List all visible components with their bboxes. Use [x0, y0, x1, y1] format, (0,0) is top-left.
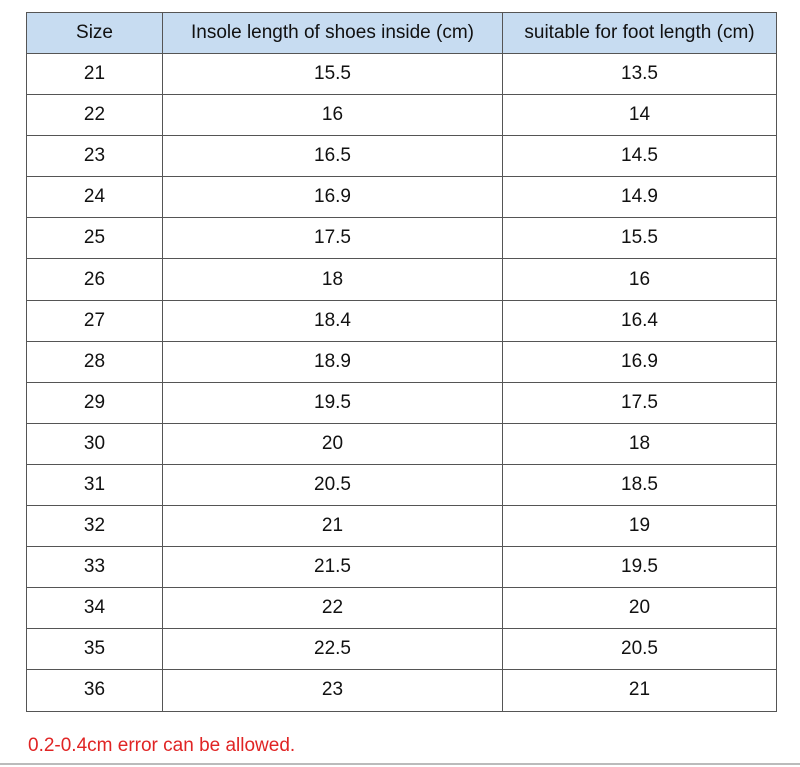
cell-insole-length: 21	[162, 505, 503, 548]
cell-insole-length: 23	[162, 669, 503, 712]
cell-size: 32	[26, 505, 163, 548]
header-size: Size	[26, 12, 163, 54]
cell-size: 27	[26, 299, 163, 342]
cell-size: 35	[26, 628, 163, 671]
cell-foot-length: 20.5	[502, 628, 777, 671]
cell-size: 22	[26, 94, 163, 137]
cell-insole-length: 18.4	[162, 299, 503, 342]
table-row: 23 16.5 14.5	[26, 135, 777, 178]
cell-size: 30	[26, 422, 163, 465]
table-row: 35 22.5 20.5	[26, 628, 777, 671]
table-row: 31 20.5 18.5	[26, 463, 777, 507]
cell-size: 36	[26, 669, 163, 712]
cell-size: 23	[26, 135, 163, 178]
table-row: 33 21.5 19.5	[26, 546, 777, 589]
cell-size: 34	[26, 587, 163, 630]
table-row: 21 15.5 13.5	[26, 52, 777, 96]
cell-insole-length: 21.5	[162, 546, 503, 589]
cell-size: 31	[26, 463, 163, 507]
cell-insole-length: 17.5	[162, 217, 503, 260]
cell-size: 26	[26, 258, 163, 301]
table-row: 29 19.5 17.5	[26, 381, 777, 424]
cell-insole-length: 16.9	[162, 176, 503, 219]
cell-insole-length: 20	[162, 422, 503, 465]
table-row: 26 18 16	[26, 258, 777, 301]
header-insole-length: Insole length of shoes inside (cm)	[162, 12, 503, 54]
table-body: 21 15.5 13.5 22 16 14 23 16.5 14.5 24 16.9 14.9 25 17…	[26, 52, 777, 712]
header-row: Size Insole length of shoes inside (cm) …	[26, 12, 777, 54]
cell-insole-length: 19.5	[162, 381, 503, 424]
table-row: 36 23 21	[26, 669, 777, 712]
cell-foot-length: 15.5	[502, 217, 777, 260]
cell-foot-length: 14.9	[502, 176, 777, 219]
table-row: 24 16.9 14.9	[26, 176, 777, 219]
cell-foot-length: 19	[502, 505, 777, 548]
cell-foot-length: 16.9	[502, 340, 777, 383]
table-row: 25 17.5 15.5	[26, 217, 777, 260]
cell-foot-length: 13.5	[502, 52, 777, 96]
cell-insole-length: 16.5	[162, 135, 503, 178]
cell-foot-length: 14.5	[502, 135, 777, 178]
table-row: 30 20 18	[26, 422, 777, 465]
cell-insole-length: 18	[162, 258, 503, 301]
cell-foot-length: 17.5	[502, 381, 777, 424]
cell-foot-length: 16.4	[502, 299, 777, 342]
table-row: 22 16 14	[26, 94, 777, 137]
cell-size: 21	[26, 52, 163, 96]
cell-insole-length: 22	[162, 587, 503, 630]
table-row: 27 18.4 16.4	[26, 299, 777, 342]
cell-foot-length: 19.5	[502, 546, 777, 589]
cell-size: 25	[26, 217, 163, 260]
cell-foot-length: 16	[502, 258, 777, 301]
cell-foot-length: 21	[502, 669, 777, 712]
cell-insole-length: 15.5	[162, 52, 503, 96]
cell-insole-length: 18.9	[162, 340, 503, 383]
error-note: 0.2-0.4cm error can be allowed.	[28, 735, 296, 756]
cell-size: 33	[26, 546, 163, 589]
size-chart-table: Size Insole length of shoes inside (cm) …	[26, 12, 777, 712]
cell-insole-length: 16	[162, 94, 503, 137]
cell-size: 29	[26, 381, 163, 424]
table-row: 34 22 20	[26, 587, 777, 630]
table-row: 28 18.9 16.9	[26, 340, 777, 383]
header-foot-length: suitable for foot length (cm)	[502, 12, 777, 54]
cell-foot-length: 14	[502, 94, 777, 137]
cell-foot-length: 20	[502, 587, 777, 630]
table-row: 32 21 19	[26, 505, 777, 548]
cell-insole-length: 22.5	[162, 628, 503, 671]
cell-size: 28	[26, 340, 163, 383]
cell-insole-length: 20.5	[162, 463, 503, 507]
divider	[0, 763, 800, 765]
cell-size: 24	[26, 176, 163, 219]
cell-foot-length: 18.5	[502, 463, 777, 507]
cell-foot-length: 18	[502, 422, 777, 465]
